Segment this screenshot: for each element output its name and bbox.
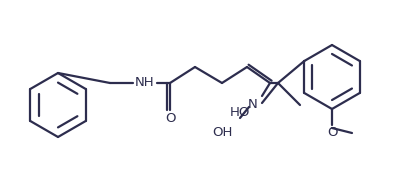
Text: N: N [248, 98, 258, 111]
Text: OH: OH [212, 126, 232, 138]
Text: O: O [165, 112, 175, 124]
Text: HO: HO [230, 106, 250, 120]
Text: NH: NH [135, 76, 155, 90]
Text: O: O [327, 126, 337, 138]
